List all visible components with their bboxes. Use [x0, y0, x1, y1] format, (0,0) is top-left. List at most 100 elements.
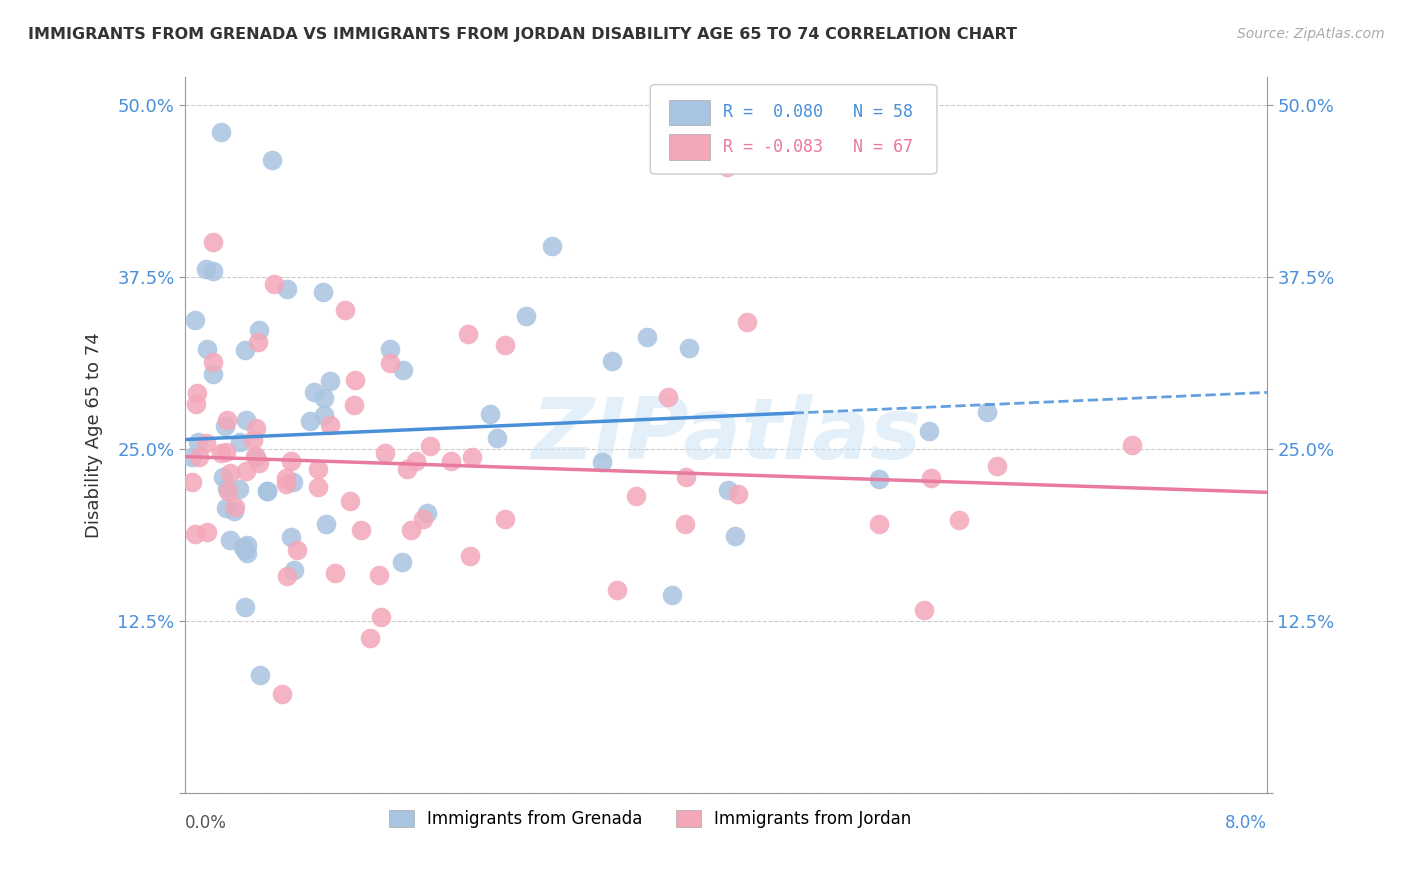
Point [280, 454, 302, 468]
Point [202, 367, 225, 381]
Point [339, 493, 361, 508]
Point [280, 530, 302, 544]
Point [184, 526, 207, 541]
Point [319, 374, 342, 388]
Text: ZIPatlas: ZIPatlas [531, 393, 921, 476]
Point [323, 566, 346, 580]
Point [724, 529, 747, 543]
Point [256, 483, 278, 498]
Point [380, 355, 402, 369]
Point [918, 424, 941, 438]
Point [276, 283, 298, 297]
Point [1121, 438, 1143, 452]
Point [624, 489, 647, 503]
Point [263, 277, 285, 291]
Point [235, 538, 257, 552]
Point [457, 327, 479, 342]
Point [657, 391, 679, 405]
Point [202, 235, 225, 250]
Point [307, 480, 329, 494]
Point [281, 475, 304, 489]
Point [374, 446, 396, 460]
Point [675, 470, 697, 484]
Point [298, 414, 321, 428]
Point [716, 160, 738, 174]
Point [478, 407, 501, 421]
Point [229, 435, 252, 450]
Point [224, 500, 246, 514]
Point [399, 523, 422, 537]
Point [717, 483, 740, 497]
Point [211, 470, 233, 484]
Point [187, 435, 209, 450]
Point [249, 668, 271, 682]
Point [868, 472, 890, 486]
Point [209, 446, 232, 460]
Point [344, 373, 367, 387]
Point [276, 569, 298, 583]
Point [418, 439, 440, 453]
Point [315, 516, 337, 531]
Point [222, 504, 245, 518]
Point [232, 540, 254, 554]
Point [678, 342, 700, 356]
Point [311, 285, 333, 299]
Point [217, 481, 239, 495]
Point [236, 546, 259, 560]
Point [378, 343, 401, 357]
Y-axis label: Disability Age 65 to 74: Disability Age 65 to 74 [86, 332, 103, 538]
Point [673, 516, 696, 531]
Point [201, 354, 224, 368]
Point [246, 334, 269, 349]
Point [494, 338, 516, 352]
Point [270, 687, 292, 701]
Point [180, 475, 202, 490]
Point [314, 408, 336, 422]
Point [343, 399, 366, 413]
Point [368, 567, 391, 582]
Text: 0.0%: 0.0% [186, 814, 226, 832]
Point [218, 466, 240, 480]
FancyBboxPatch shape [669, 100, 710, 126]
Point [186, 385, 208, 400]
Text: IMMIGRANTS FROM GRENADA VS IMMIGRANTS FROM JORDAN DISABILITY AGE 65 TO 74 CORREL: IMMIGRANTS FROM GRENADA VS IMMIGRANTS FR… [28, 27, 1017, 42]
Point [217, 484, 239, 499]
Point [661, 588, 683, 602]
Point [312, 391, 335, 405]
Point [194, 261, 217, 276]
Point [211, 125, 233, 139]
Point [416, 506, 439, 520]
Point [217, 413, 239, 427]
Point [201, 264, 224, 278]
FancyBboxPatch shape [669, 134, 710, 160]
Text: 8.0%: 8.0% [1225, 814, 1267, 832]
Point [735, 315, 758, 329]
Point [515, 309, 537, 323]
Point [195, 343, 218, 357]
Point [195, 435, 218, 450]
Point [180, 450, 202, 465]
Point [868, 517, 890, 532]
Point [948, 513, 970, 527]
Point [307, 462, 329, 476]
Point [215, 500, 238, 515]
Point [228, 482, 250, 496]
Point [245, 421, 267, 435]
Point [986, 458, 1008, 473]
Point [184, 312, 207, 326]
Point [247, 323, 270, 337]
Point [245, 450, 267, 464]
Point [458, 549, 481, 563]
Point [391, 363, 413, 377]
Point [486, 431, 509, 445]
Point [412, 512, 434, 526]
Point [494, 512, 516, 526]
Text: Source: ZipAtlas.com: Source: ZipAtlas.com [1237, 27, 1385, 41]
Point [260, 153, 283, 167]
Point [195, 525, 218, 540]
Point [391, 555, 413, 569]
Point [541, 238, 564, 252]
Point [976, 405, 998, 419]
Point [256, 483, 278, 498]
Point [233, 543, 256, 558]
